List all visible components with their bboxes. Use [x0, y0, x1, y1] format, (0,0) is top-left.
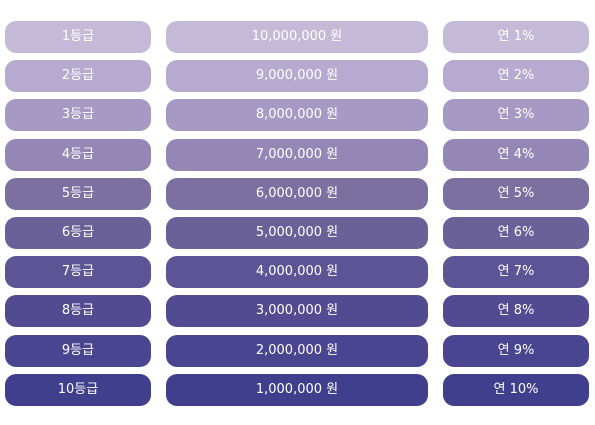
- grade-row: 4등급 7,000,000 원 연 4%: [5, 139, 589, 171]
- rate-label: 연 1%: [443, 21, 589, 53]
- amount-label: 3,000,000 원: [166, 295, 428, 327]
- amount-label: 8,000,000 원: [166, 99, 428, 131]
- amount-label: 2,000,000 원: [166, 335, 428, 367]
- rate-label: 연 10%: [443, 374, 589, 406]
- amount-label: 9,000,000 원: [166, 60, 428, 92]
- grade-table: 1등급 10,000,000 원 연 1% 2등급 9,000,000 원 연 …: [5, 21, 589, 413]
- rate-label: 연 5%: [443, 178, 589, 210]
- amount-label: 5,000,000 원: [166, 217, 428, 249]
- rate-label: 연 7%: [443, 256, 589, 288]
- grade-row: 8등급 3,000,000 원 연 8%: [5, 295, 589, 327]
- amount-label: 4,000,000 원: [166, 256, 428, 288]
- grade-label: 3등급: [5, 99, 151, 131]
- grade-label: 10등급: [5, 374, 151, 406]
- grade-label: 9등급: [5, 335, 151, 367]
- grade-label: 6등급: [5, 217, 151, 249]
- grade-label: 7등급: [5, 256, 151, 288]
- grade-row: 6등급 5,000,000 원 연 6%: [5, 217, 589, 249]
- amount-label: 6,000,000 원: [166, 178, 428, 210]
- grade-row: 3등급 8,000,000 원 연 3%: [5, 99, 589, 131]
- grade-row: 5등급 6,000,000 원 연 5%: [5, 178, 589, 210]
- grade-label: 2등급: [5, 60, 151, 92]
- grade-label: 4등급: [5, 139, 151, 171]
- rate-label: 연 8%: [443, 295, 589, 327]
- rate-label: 연 4%: [443, 139, 589, 171]
- grade-row: 2등급 9,000,000 원 연 2%: [5, 60, 589, 92]
- grade-label: 1등급: [5, 21, 151, 53]
- rate-label: 연 2%: [443, 60, 589, 92]
- grade-label: 8등급: [5, 295, 151, 327]
- grade-row: 10등급 1,000,000 원 연 10%: [5, 374, 589, 406]
- amount-label: 7,000,000 원: [166, 139, 428, 171]
- amount-label: 1,000,000 원: [166, 374, 428, 406]
- rate-label: 연 3%: [443, 99, 589, 131]
- grade-row: 9등급 2,000,000 원 연 9%: [5, 335, 589, 367]
- grade-row: 1등급 10,000,000 원 연 1%: [5, 21, 589, 53]
- grade-row: 7등급 4,000,000 원 연 7%: [5, 256, 589, 288]
- amount-label: 10,000,000 원: [166, 21, 428, 53]
- grade-label: 5등급: [5, 178, 151, 210]
- rate-label: 연 9%: [443, 335, 589, 367]
- rate-label: 연 6%: [443, 217, 589, 249]
